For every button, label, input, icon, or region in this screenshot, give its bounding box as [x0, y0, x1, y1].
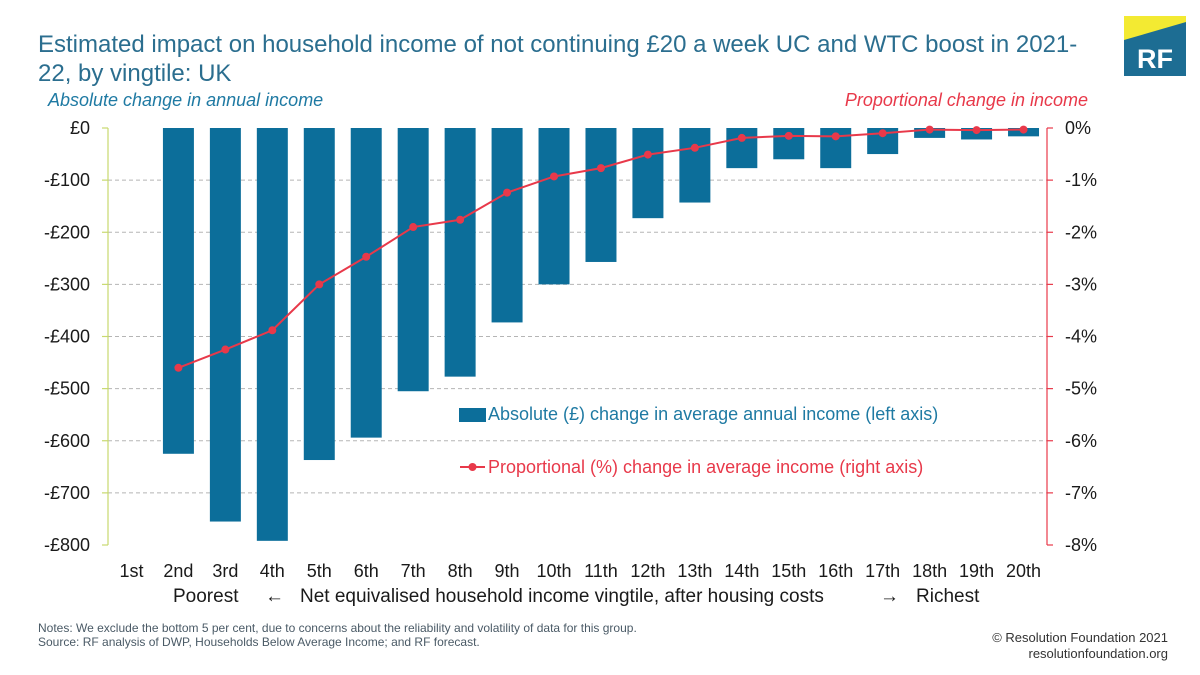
credit: © Resolution Foundation 2021 resolutionf… — [992, 630, 1168, 662]
x-tick-label: 16th — [818, 561, 853, 581]
line-point — [972, 126, 981, 135]
bar — [162, 128, 194, 454]
x-tick-label: 2nd — [163, 561, 193, 581]
legend-line-marker — [468, 463, 477, 471]
x-tick-label: 12th — [630, 561, 665, 581]
right-axis-title: Proportional change in income — [844, 90, 1088, 110]
line-point — [643, 150, 652, 159]
x-tick-label: 8th — [448, 561, 473, 581]
x-tick-label: 10th — [537, 561, 572, 581]
x-tick-label: 15th — [771, 561, 806, 581]
y-tick-label: -£200 — [44, 222, 90, 242]
bar — [350, 128, 382, 438]
y2-tick-label: -2% — [1065, 222, 1097, 242]
notes-line: Notes: We exclude the bottom 5 per cent,… — [38, 621, 637, 635]
right-arrow-icon: → — [880, 586, 899, 607]
legend-bar-swatch — [459, 408, 486, 422]
notes: Notes: We exclude the bottom 5 per cent,… — [38, 621, 637, 649]
x-tick-label: 3rd — [212, 561, 238, 581]
bar — [397, 128, 429, 392]
x-tick-label: 19th — [959, 561, 994, 581]
y-tick-label: -£400 — [44, 327, 90, 347]
x-tick-label: 20th — [1006, 561, 1041, 581]
line-point — [878, 129, 887, 138]
y2-tick-label: -3% — [1065, 274, 1097, 294]
rf-logo: RF — [1124, 16, 1186, 76]
legend: Absolute (£) change in average annual in… — [459, 404, 938, 477]
bar — [444, 128, 476, 377]
x-tick-label: 18th — [912, 561, 947, 581]
x-axis-poorest-label: Poorest — [173, 586, 239, 607]
chart-title: Estimated impact on household income of … — [38, 31, 1078, 87]
x-tick-label: 11th — [584, 561, 618, 581]
x-tick-label: 9th — [495, 561, 520, 581]
line-point — [550, 172, 559, 181]
line-point — [503, 188, 512, 197]
line-point — [784, 131, 793, 140]
line-point — [1019, 125, 1028, 134]
x-tick-label: 13th — [677, 561, 712, 581]
tick-labels: £0 -£100 -£200 -£300 -£400 -£500 -£600 -£700 -£8… — [44, 118, 1097, 581]
bar — [491, 128, 523, 323]
logo-accent — [1124, 16, 1186, 40]
line-point — [409, 223, 418, 232]
x-tick-label: 7th — [401, 561, 426, 581]
y-tick-label: -£500 — [44, 379, 90, 399]
x-tick-label: 17th — [865, 561, 900, 581]
line-point — [596, 164, 605, 173]
website-text: resolutionfoundation.org — [1028, 646, 1169, 661]
y-tick-label: -£700 — [44, 483, 90, 503]
x-axis-center-label: Net equivalised household income vingtil… — [300, 586, 824, 607]
copyright-text: © Resolution Foundation 2021 — [992, 630, 1168, 645]
bar — [538, 128, 570, 285]
y2-tick-label: -4% — [1065, 327, 1097, 347]
bar — [679, 128, 711, 203]
y2-tick-label: -6% — [1065, 431, 1097, 451]
line-point — [362, 252, 371, 261]
bar — [632, 128, 664, 219]
bar — [209, 128, 241, 522]
y2-tick-label: -5% — [1065, 379, 1097, 399]
bar — [585, 128, 617, 262]
x-tick-label: 6th — [354, 561, 379, 581]
axes — [102, 127, 1053, 546]
y2-tick-label: -1% — [1065, 170, 1097, 190]
y-tick-label: -£800 — [44, 535, 90, 555]
gridlines — [108, 179, 1047, 494]
x-axis-title: Poorest ← Net equivalised household inco… — [0, 586, 1200, 610]
y-tick-label: -£300 — [44, 274, 90, 294]
x-tick-label: 14th — [724, 561, 759, 581]
line-point — [268, 326, 277, 335]
line-point — [221, 345, 230, 354]
x-tick-label: 4th — [260, 561, 285, 581]
line-point — [456, 215, 465, 224]
line-series — [174, 125, 1028, 372]
legend-line-label: Proportional (%) change in average incom… — [488, 457, 923, 477]
y-tick-label: -£600 — [44, 431, 90, 451]
x-tick-label: 5th — [307, 561, 332, 581]
line-point — [690, 143, 699, 152]
y-tick-label: £0 — [70, 118, 90, 138]
y2-tick-label: 0% — [1065, 118, 1091, 138]
bar-series — [162, 128, 1040, 541]
source-line: Source: RF analysis of DWP, Households B… — [38, 635, 480, 649]
line-point — [925, 125, 934, 134]
y-tick-label: -£100 — [44, 170, 90, 190]
x-tick-label: 1st — [119, 561, 143, 581]
y2-tick-label: -7% — [1065, 483, 1097, 503]
logo-text: RF — [1137, 44, 1173, 74]
line-point — [174, 363, 183, 372]
left-axis-title: Absolute change in annual income — [48, 90, 324, 110]
line-point — [737, 133, 746, 142]
x-axis-richest-label: Richest — [916, 586, 980, 607]
legend-bar-label: Absolute (£) change in average annual in… — [488, 404, 938, 424]
line-point — [315, 280, 324, 289]
y2-tick-label: -8% — [1065, 535, 1097, 555]
left-arrow-icon: ← — [265, 586, 284, 607]
line-point — [831, 132, 840, 141]
